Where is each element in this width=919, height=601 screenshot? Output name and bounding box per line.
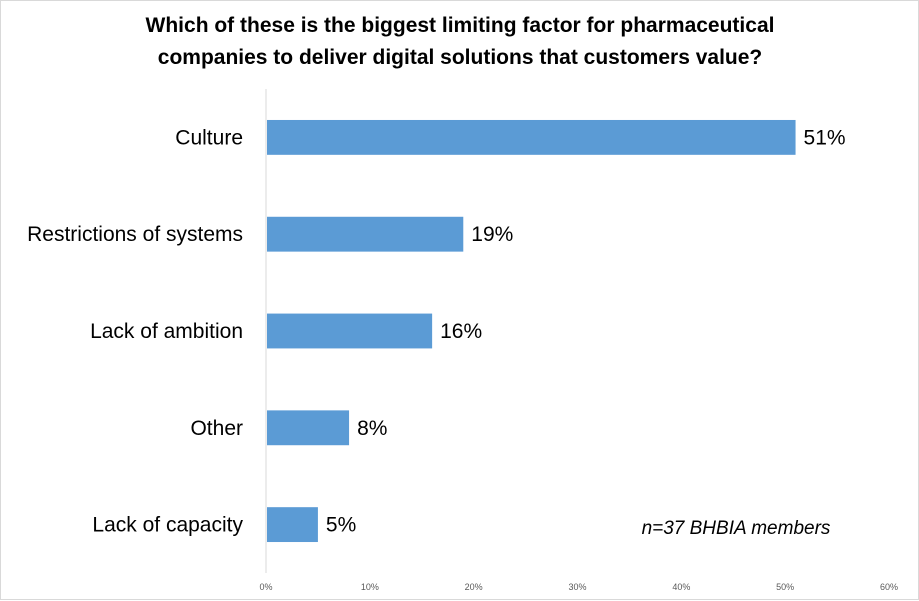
category-label-lack-of-capacity: Lack of capacity (92, 514, 243, 537)
bar-culture (267, 119, 796, 155)
x-tick-label: 20% (465, 582, 483, 592)
x-tick-label: 10% (361, 582, 379, 592)
data-label-other: 8% (357, 417, 387, 440)
bar-restrictions-of-systems (267, 216, 464, 252)
category-label-culture: Culture (175, 126, 243, 149)
chart-title-line-2: companies to deliver digital solutions t… (158, 46, 762, 69)
category-label-restrictions-of-systems: Restrictions of systems (27, 223, 243, 246)
sample-size-note: n=37 BHBIA members (642, 518, 831, 539)
x-tick-label: 60% (880, 582, 898, 592)
category-label-lack-of-ambition: Lack of ambition (90, 320, 243, 343)
x-axis-ticks: 0% 10% 20% 30% 40% 50% 60% (259, 582, 898, 592)
category-label-other: Other (190, 417, 243, 440)
data-label-lack-of-ambition: 16% (440, 320, 482, 343)
bar-lack-of-ambition (267, 313, 433, 349)
data-label-culture: 51% (804, 126, 846, 149)
bars-group: Culture 51% Restrictions of systems 19% Lack… (27, 119, 846, 543)
bar-other (267, 410, 350, 446)
data-label-lack-of-capacity: 5% (326, 514, 356, 537)
x-tick-label: 0% (259, 582, 272, 592)
x-tick-label: 50% (776, 582, 794, 592)
data-label-restrictions-of-systems: 19% (471, 223, 513, 246)
x-tick-label: 30% (568, 582, 586, 592)
chart-title-line-1: Which of these is the biggest limiting f… (146, 14, 775, 37)
bar-lack-of-capacity (267, 507, 318, 543)
x-tick-label: 40% (672, 582, 690, 592)
